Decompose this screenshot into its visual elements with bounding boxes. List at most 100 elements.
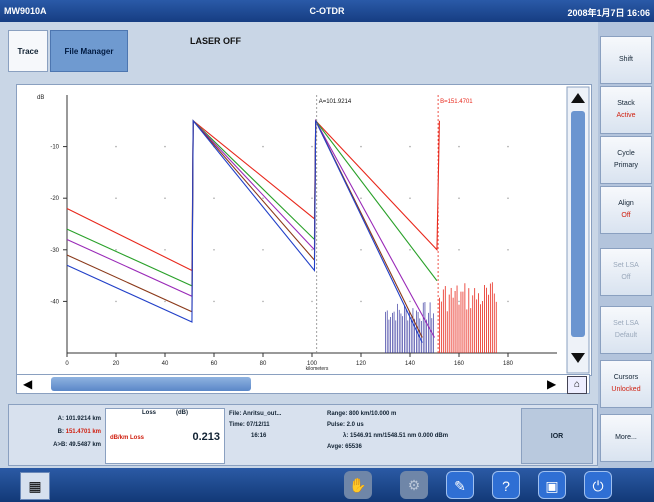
grid-dot (507, 197, 509, 199)
y-axis-unit: dB (37, 95, 44, 101)
stack-label: Stack (617, 100, 635, 107)
grid-dot (262, 145, 264, 148)
grid-dot (507, 249, 509, 251)
grid-dot (409, 197, 411, 199)
device-model: MW9010A (4, 6, 47, 16)
cycle-button[interactable]: Cycle Primary (600, 136, 652, 184)
x-tick-label: 160 (454, 361, 465, 367)
grid-dot (458, 197, 460, 199)
loss-header: Loss (141, 410, 156, 416)
ab-value: 49.5487 km (68, 442, 101, 448)
scroll-down-icon[interactable] (571, 353, 585, 363)
cycle-state: Primary (613, 162, 639, 169)
grid-dot (213, 300, 215, 303)
ab-label: A>B: (53, 442, 68, 448)
start-menu-icon[interactable]: ▦ (20, 472, 50, 500)
otdr-trace-chart[interactable]: dB -10 -20 -30 -40 0 20 40 60 80 100 120 140 160 180… (16, 84, 592, 376)
grid-dot (311, 249, 313, 251)
x-axis-unit: kilometers (306, 366, 329, 372)
grid-dot (115, 300, 117, 303)
horizontal-scroll-thumb[interactable] (51, 377, 251, 391)
set-lsa2-label: Set LSA (613, 320, 639, 327)
pulse: Pulse: 2.0 us (327, 422, 364, 428)
y-tick-label: -40 (50, 299, 59, 305)
scroll-right-icon[interactable]: ▶ (547, 377, 557, 391)
loss-unit: (dB) (176, 410, 188, 416)
laser-status: LASER OFF (190, 36, 241, 46)
vertical-scroll-thumb[interactable] (571, 111, 585, 337)
hand-icon[interactable]: ✋ (344, 471, 372, 499)
grid-dot (262, 197, 264, 199)
grid-dot (311, 197, 313, 199)
grid-dot (507, 145, 509, 148)
power-icon[interactable]: ⏻ (584, 471, 612, 499)
grid-dot (164, 300, 166, 303)
horizontal-scrollbar[interactable]: ◀ ▶ ⌂ (16, 374, 590, 394)
align-label: Align (618, 200, 634, 207)
grid-dot (213, 197, 215, 199)
set-lsa2-state: Default (614, 332, 638, 339)
loss-box: Loss (dB) dB/km Loss 0.213 (105, 408, 225, 464)
shift-label: Shift (618, 56, 633, 63)
save-icon[interactable]: ▣ (538, 471, 566, 499)
shift-button[interactable]: Shift (600, 36, 652, 84)
set-lsa-label: Set LSA (613, 262, 639, 269)
wavelength: λ: 1546.91 nm/1548.51 nm 0.000 dBm (343, 433, 449, 439)
ior-button[interactable]: IOR (521, 408, 593, 464)
grid-dot (360, 197, 362, 199)
settings-icon[interactable]: ⚙ (400, 471, 428, 499)
grid-dot (115, 197, 117, 199)
scroll-left-icon[interactable]: ◀ (23, 377, 33, 391)
help-icon[interactable]: ? (492, 471, 520, 499)
x-tick-label: 180 (503, 361, 514, 367)
time-label: Time: 07/12/11 (229, 422, 270, 428)
cursors-state: Unlocked (611, 386, 641, 393)
grid-dot (458, 249, 460, 251)
cycle-label: Cycle (617, 150, 635, 157)
cursor-readout: A: 101.9214 km B: 151.4701 km A>B: 49.54… (13, 413, 101, 452)
app-title: C-OTDR (309, 6, 345, 16)
grid-dot (360, 249, 362, 251)
cursor-a-label: A=101.9214 (319, 99, 352, 105)
set-lsa-button[interactable]: Set LSA Off (600, 248, 652, 296)
grid-dot (262, 249, 264, 251)
grid-dot (409, 145, 411, 148)
grid-dot (360, 145, 362, 148)
x-tick-label: 60 (211, 361, 218, 367)
trace-series-3 (66, 118, 435, 338)
grid-dot (409, 249, 411, 251)
more-label: More... (615, 434, 637, 441)
grid-dot (164, 249, 166, 251)
edit-icon[interactable]: ✎ (446, 471, 474, 499)
x-tick-label: 100 (307, 361, 318, 367)
stack-state: Active (616, 112, 636, 119)
scroll-up-icon[interactable] (571, 93, 585, 103)
file-info: File: Anritsu_out... Time: 07/12/11 16:1… (229, 409, 281, 442)
taskbar: ▦ ✋ ⚙ ✎ ? ▣ ⏻ (0, 468, 654, 502)
home-icon[interactable]: ⌂ (567, 376, 587, 394)
noise-floor (385, 282, 497, 353)
x-tick-label: 120 (356, 361, 367, 367)
loss-name: dB/km Loss (110, 435, 145, 441)
y-tick-label: -30 (50, 248, 59, 254)
cursors-label: Cursors (613, 374, 639, 381)
grid-dot (115, 249, 117, 251)
y-tick-label: -20 (50, 196, 59, 202)
grid-dot (164, 197, 166, 199)
tab-file-manager[interactable]: File Manager (50, 30, 128, 72)
trace-plot-svg[interactable]: dB -10 -20 -30 -40 0 20 40 60 80 100 120 140 160 180… (17, 85, 591, 375)
a-label: A: (57, 416, 64, 422)
tab-trace[interactable]: Trace (8, 30, 48, 72)
range: Range: 800 km/10.000 m (327, 411, 397, 417)
grid-dot (409, 300, 411, 303)
cursors-button[interactable]: Cursors Unlocked (600, 360, 652, 408)
more-button[interactable]: More... (600, 414, 652, 462)
trace-series-5 (66, 119, 423, 343)
trace-series-2 (66, 119, 438, 287)
grid-dot (360, 300, 362, 303)
title-bar: MW9010A C-OTDR 2008年1月7日 16:06 (0, 0, 654, 22)
set-lsa-default-button[interactable]: Set LSA Default (600, 306, 652, 354)
b-label: B: (57, 429, 64, 435)
stack-button[interactable]: Stack Active (600, 86, 652, 134)
align-button[interactable]: Align Off (600, 186, 652, 234)
